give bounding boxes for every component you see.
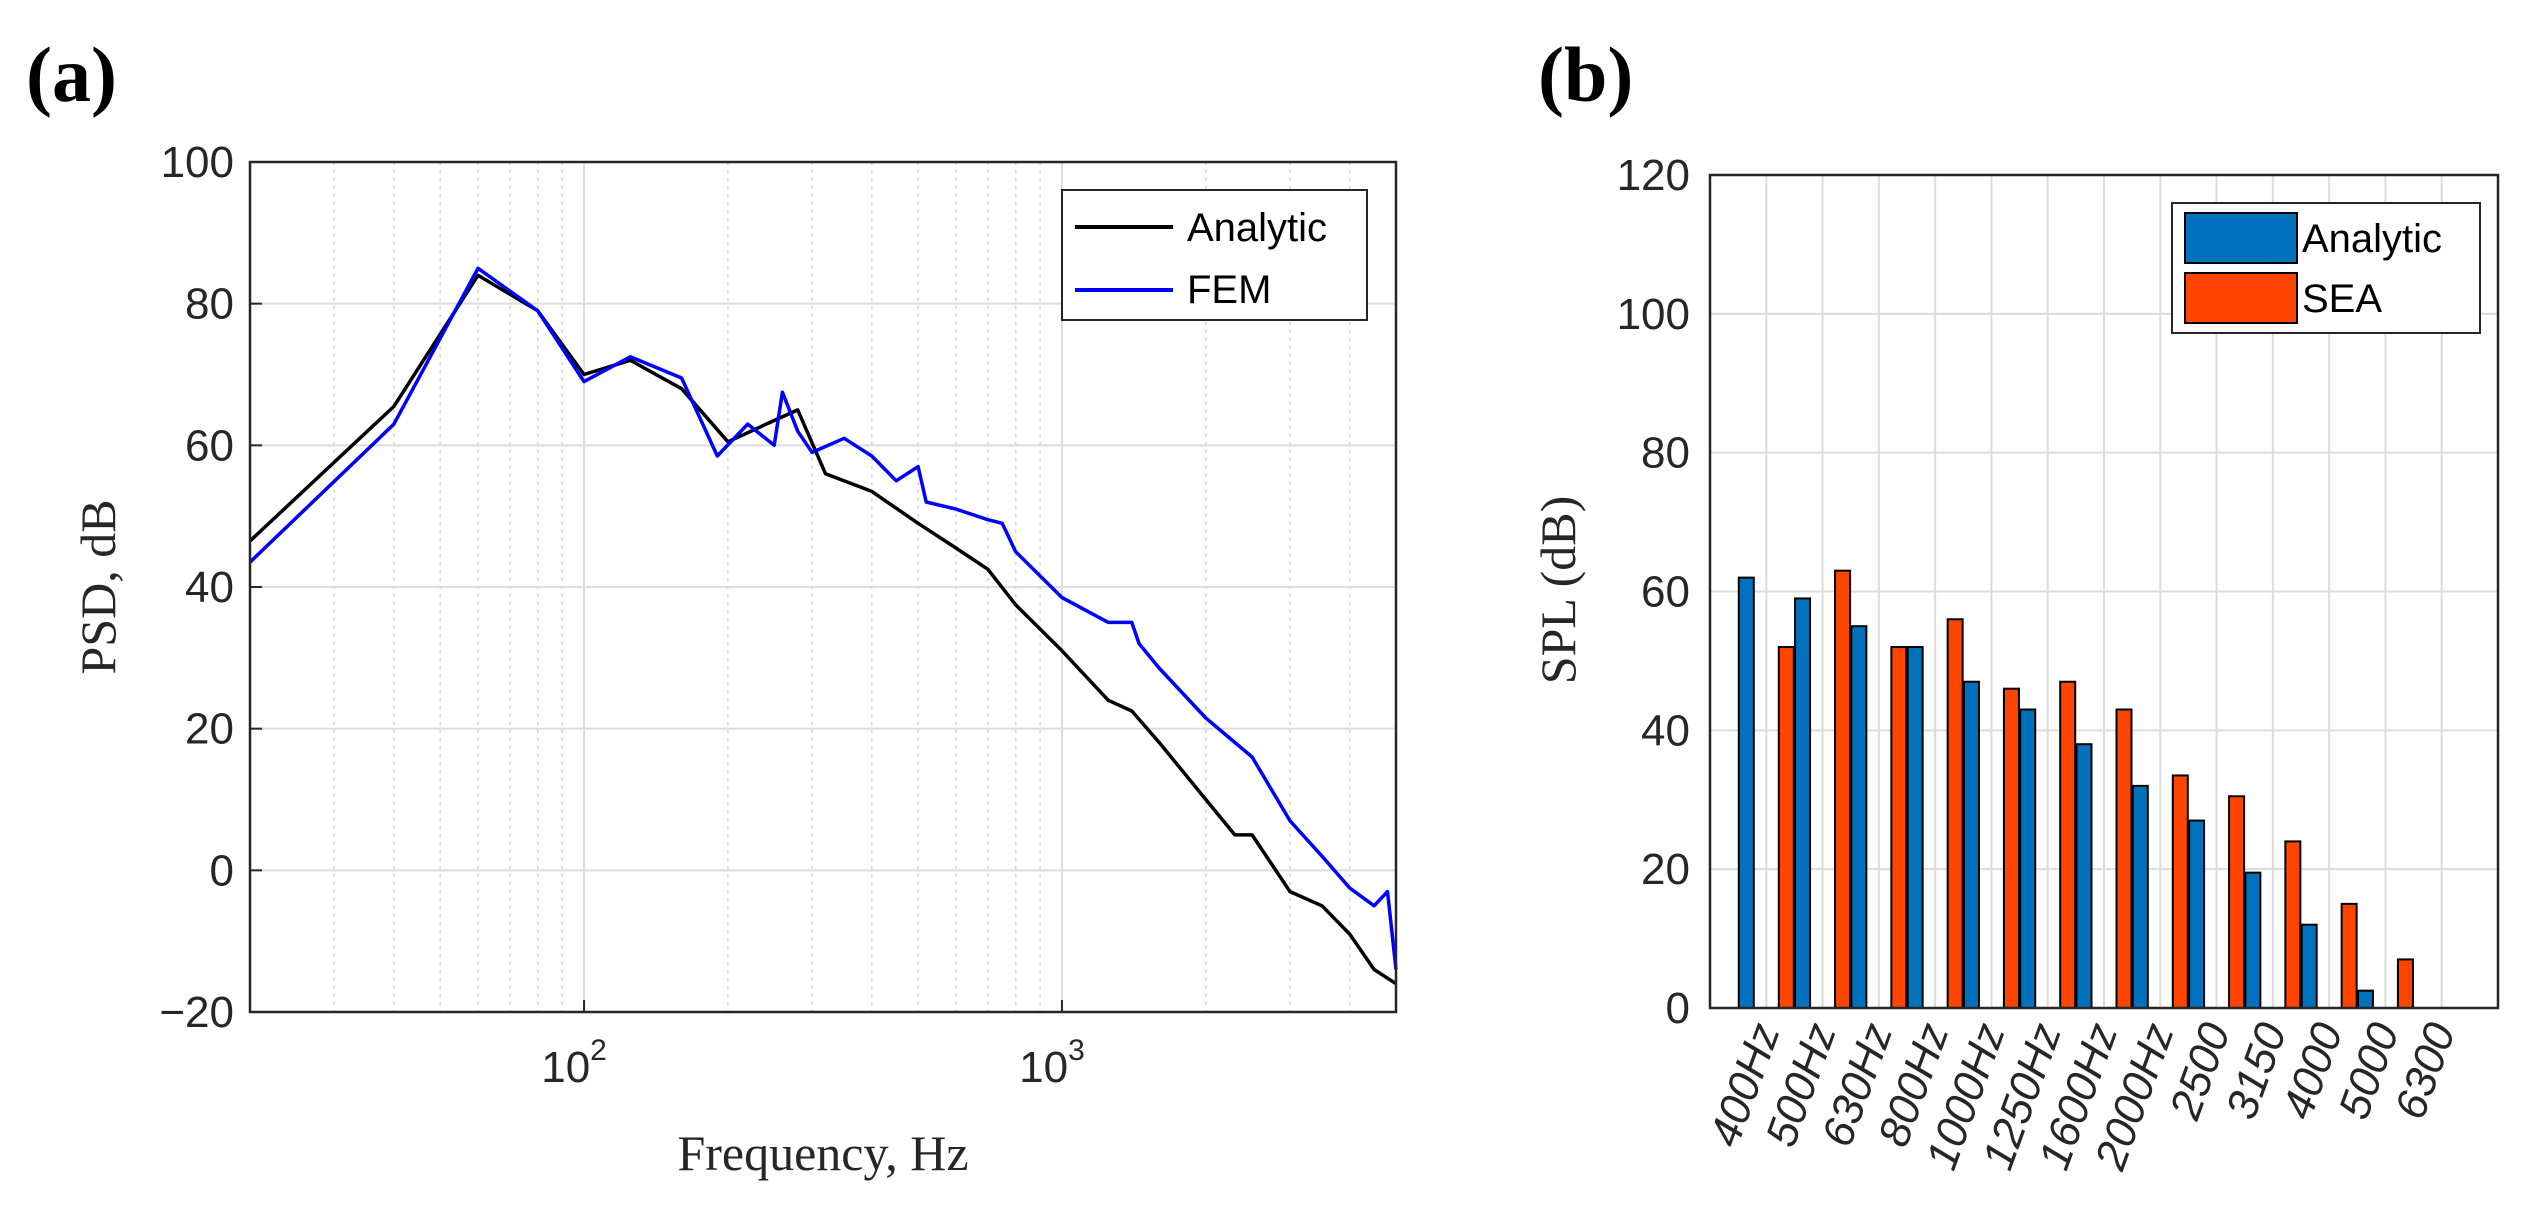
bar-analytic-800hz bbox=[1906, 646, 1924, 1009]
bar-analytic-1000hz bbox=[1962, 680, 1980, 1009]
y-tick-label: 100 bbox=[1617, 290, 1690, 339]
bar-analytic-1250hz bbox=[2019, 708, 2037, 1010]
legend-b-sea-label: SEA bbox=[2302, 277, 2382, 321]
bar-sea-2500 bbox=[2228, 795, 2246, 1010]
legend-analytic-bar-swatch bbox=[2184, 212, 2298, 264]
legend-b-analytic-label: Analytic bbox=[2302, 217, 2442, 261]
plot-b-bars bbox=[1737, 569, 2414, 1010]
plot-a-legend: Analytic FEM bbox=[1061, 189, 1368, 321]
bar-analytic-5000 bbox=[2356, 989, 2374, 1009]
y-tick-label: 40 bbox=[185, 563, 234, 612]
plot-a-tick-labels: −20 0 20 40 60 80 100 102 103 bbox=[159, 138, 1084, 1092]
bar-analytic-500hz bbox=[1794, 597, 1812, 1009]
y-tick-label: 100 bbox=[161, 138, 234, 187]
y-tick-label: 0 bbox=[210, 846, 234, 895]
y-tick-label: 120 bbox=[1617, 151, 1690, 200]
plot-b-axes-box bbox=[1708, 173, 2500, 1010]
psd-line-chart: −20 0 20 40 60 80 100 102 103 Frequency, Hz PSD,… bbox=[70, 138, 1398, 1181]
bar-analytic-4000 bbox=[2300, 923, 2318, 1010]
bar-sea-5000 bbox=[2396, 958, 2414, 1009]
x-tick-label: 102 bbox=[541, 1034, 607, 1092]
bar-sea-1000hz bbox=[2002, 687, 2020, 1010]
y-tick-label: 80 bbox=[1641, 429, 1690, 478]
y-tick-label: 80 bbox=[185, 280, 234, 329]
plot-a-xlabel: Frequency, Hz bbox=[677, 1125, 968, 1181]
plot-b-legend: Analytic SEA bbox=[2171, 202, 2481, 334]
legend-sea-bar-swatch bbox=[2184, 272, 2298, 324]
bar-analytic-2000hz bbox=[2131, 784, 2149, 1009]
plot-a-series bbox=[248, 266, 1398, 986]
bar-sea-500hz bbox=[1834, 569, 1852, 1009]
bar-analytic-630hz bbox=[1850, 625, 1868, 1009]
bar-analytic-400hz bbox=[1737, 576, 1755, 1009]
legend-analytic-label: Analytic bbox=[1187, 206, 1327, 250]
bar-sea-3150 bbox=[2284, 840, 2302, 1010]
series-line-fem bbox=[248, 266, 1398, 970]
x-tick-label: 103 bbox=[1019, 1034, 1085, 1092]
bar-analytic-3150 bbox=[2244, 871, 2262, 1010]
bar-sea-4000 bbox=[2340, 902, 2358, 1009]
plot-b-ylabel: SPL (dB) bbox=[1530, 496, 1586, 684]
bar-sea-1250hz bbox=[2059, 680, 2077, 1009]
y-tick-label: 60 bbox=[1641, 568, 1690, 617]
bar-sea-800hz bbox=[1946, 618, 1964, 1009]
panel-label-b: (b) bbox=[1538, 31, 1634, 118]
y-tick-label: 60 bbox=[185, 421, 234, 470]
bar-sea-630hz bbox=[1890, 646, 1908, 1009]
bar-sea-1600hz bbox=[2115, 708, 2133, 1010]
bar-analytic-1600hz bbox=[2075, 743, 2093, 1009]
bar-sea-400hz bbox=[1777, 646, 1795, 1009]
panel-label-a: (a) bbox=[26, 31, 117, 118]
legend-fem-label: FEM bbox=[1187, 268, 1271, 312]
plot-a-ylabel: PSD, dB bbox=[70, 499, 126, 674]
bar-sea-2000hz bbox=[2171, 774, 2189, 1009]
y-tick-label: 0 bbox=[1666, 984, 1690, 1033]
spl-bar-chart: 020406080100120400Hz500Hz630Hz800Hz1000H… bbox=[1530, 151, 2500, 1177]
bar-analytic-2500 bbox=[2188, 819, 2206, 1010]
y-tick-label: 20 bbox=[1641, 845, 1690, 894]
plot-a-legend-box bbox=[1061, 189, 1368, 321]
y-tick-label: 20 bbox=[185, 705, 234, 754]
y-tick-label: −20 bbox=[159, 988, 234, 1037]
y-tick-label: 40 bbox=[1641, 706, 1690, 755]
